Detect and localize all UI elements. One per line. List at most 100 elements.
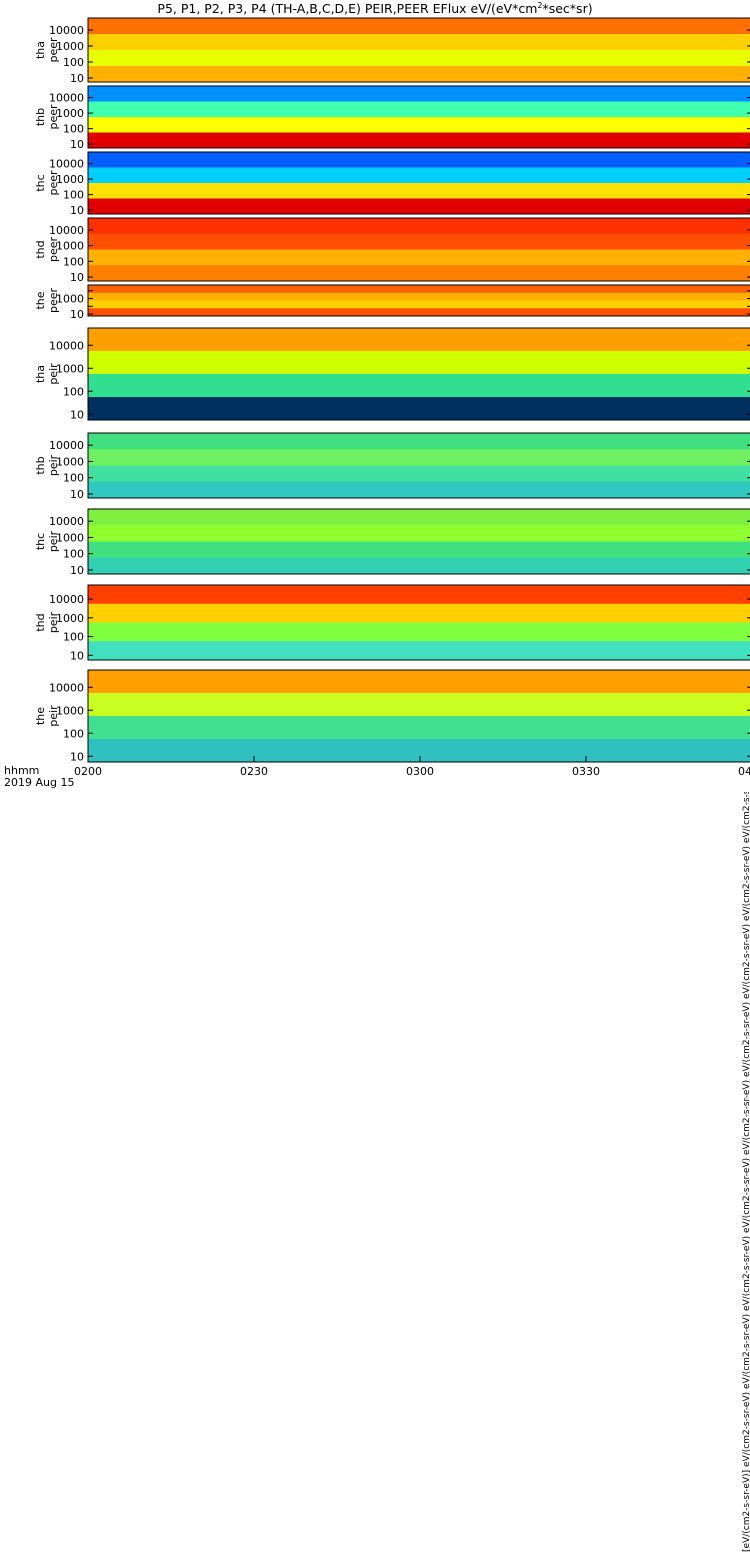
y-tick-label: 10 [70, 308, 84, 321]
y-tick-label: 1000 [56, 240, 84, 253]
panel-frame [87, 217, 750, 282]
energy-band [88, 465, 750, 483]
y-tick-label: 10000 [49, 92, 84, 105]
probe-label: thb [34, 108, 47, 126]
y-tick-label: 100 [63, 189, 84, 202]
y-tick-label: 1000 [56, 612, 84, 625]
probe-label: the [34, 291, 47, 309]
y-tick-label: 100 [63, 56, 84, 69]
energy-band [88, 50, 750, 67]
x-tick-label: 0300 [406, 765, 434, 778]
probe-label: tha [34, 365, 47, 383]
spectrogram-panel: 10100100010000thdpeir10⁶10⁵10⁴10³10² [34, 584, 750, 662]
energy-band [88, 433, 750, 450]
x-tick-label: 0330 [572, 765, 600, 778]
energy-band [88, 249, 750, 266]
spectrogram-panel: 10100100010000thbpeer10⁶10⁵10⁴10³10² [34, 85, 750, 151]
spectrogram-panel: 10100100010000thapeer10⁶10⁵10⁴10³10² [34, 17, 750, 85]
energy-band [88, 292, 750, 301]
energy-band [88, 603, 750, 623]
energy-band [88, 198, 750, 215]
energy-band [88, 34, 750, 51]
y-tick-label: 1000 [56, 531, 84, 544]
probe-label: thb [34, 456, 47, 474]
y-tick-label: 10 [70, 271, 84, 284]
date-label: 2019 Aug 15 [4, 776, 75, 789]
y-tick-label: 100 [63, 472, 84, 485]
y-tick-label: 100 [63, 255, 84, 268]
energy-band [88, 117, 750, 133]
probe-label: the [34, 707, 47, 725]
instrument-label: peer [47, 288, 60, 314]
title-text-end: *sec*sr) [542, 1, 593, 17]
chart-title: P5, P1, P2, P3, P4 (TH-A,B,C,D,E) PEIR,P… [0, 1, 750, 16]
y-tick-label: 10000 [49, 158, 84, 171]
energy-band [88, 66, 750, 83]
instrument-label: peer [47, 170, 60, 196]
panel-frame [87, 584, 750, 661]
y-tick-label: 100 [63, 727, 84, 740]
y-tick-label: 10000 [49, 515, 84, 528]
energy-band [88, 101, 750, 118]
spectrogram-panel: 10100100010000thdpeer10⁶10⁵10⁴10³10² [34, 217, 750, 284]
energy-band [88, 167, 750, 184]
instrument-label: peir [47, 611, 60, 633]
energy-band [88, 374, 750, 398]
y-tick-label: 10 [70, 750, 84, 763]
energy-band [88, 557, 750, 575]
probe-label: thc [34, 174, 47, 191]
y-tick-label: 1000 [56, 704, 84, 717]
instrument-label: peir [47, 363, 60, 385]
energy-band [88, 739, 750, 763]
energy-band [88, 716, 750, 740]
y-tick-label: 10 [70, 408, 84, 421]
spectrogram-panel: 10100100010000thcpeer10⁶10⁵10⁴10³10² [34, 151, 750, 217]
y-tick-label: 10000 [49, 439, 84, 452]
energy-band [88, 670, 750, 694]
y-tick-label: 1000 [56, 107, 84, 120]
probe-label: thd [34, 240, 47, 258]
energy-band [88, 641, 750, 661]
energy-band [88, 86, 750, 102]
y-tick-label: 10000 [49, 24, 84, 37]
energy-band [88, 585, 750, 605]
energy-band [88, 351, 750, 375]
energy-band [88, 449, 750, 466]
y-tick-label: 10000 [49, 339, 84, 352]
spectrogram-stack: 10100100010000thapeer10⁶10⁵10⁴10³10²1010… [34, 17, 750, 778]
y-tick-label: 10 [70, 649, 84, 662]
panel-frame [87, 151, 750, 215]
energy-band [88, 308, 750, 317]
energy-band [88, 481, 750, 499]
colorbar-units-label: [eV/(cm2-s-sr-eV)] eV/(cm2-s-sr-eV) eV/(… [742, 792, 750, 1552]
x-tick-label: 0200 [74, 765, 102, 778]
x-tick-label: 0230 [240, 765, 268, 778]
spectrogram-panel: 10100100010000thcpeir10⁶10⁵10⁴10³10² [34, 508, 750, 577]
panel-frame [87, 327, 750, 421]
energy-band [88, 18, 750, 35]
energy-band [88, 328, 750, 352]
energy-band [88, 300, 750, 309]
y-tick-label: 10000 [49, 224, 84, 237]
title-superscript: 2 [537, 1, 543, 10]
time-axis-caption: hhmm 2019 Aug 15 [4, 765, 74, 789]
energy-band [88, 233, 750, 250]
energy-band [88, 183, 750, 199]
panel-frame [87, 284, 750, 317]
spectrogram-panel: 101000thepeer10⁶10⁴10² [34, 284, 750, 321]
y-tick-label: 10 [70, 204, 84, 217]
probe-label: thd [34, 613, 47, 631]
time-format-label: hhmm [4, 764, 40, 777]
instrument-label: peir [47, 705, 60, 727]
spectrogram-panel: 10100100010000thbpeir10⁶10⁵10⁴10³10² [34, 432, 750, 501]
y-tick-label: 1000 [56, 362, 84, 375]
energy-band [88, 693, 750, 717]
energy-band [88, 132, 750, 149]
y-tick-label: 100 [63, 631, 84, 644]
instrument-label: peir [47, 530, 60, 552]
energy-band [88, 152, 750, 168]
y-tick-label: 10 [70, 488, 84, 501]
instrument-label: peir [47, 454, 60, 476]
y-tick-label: 100 [63, 385, 84, 398]
y-tick-label: 1000 [56, 40, 84, 53]
